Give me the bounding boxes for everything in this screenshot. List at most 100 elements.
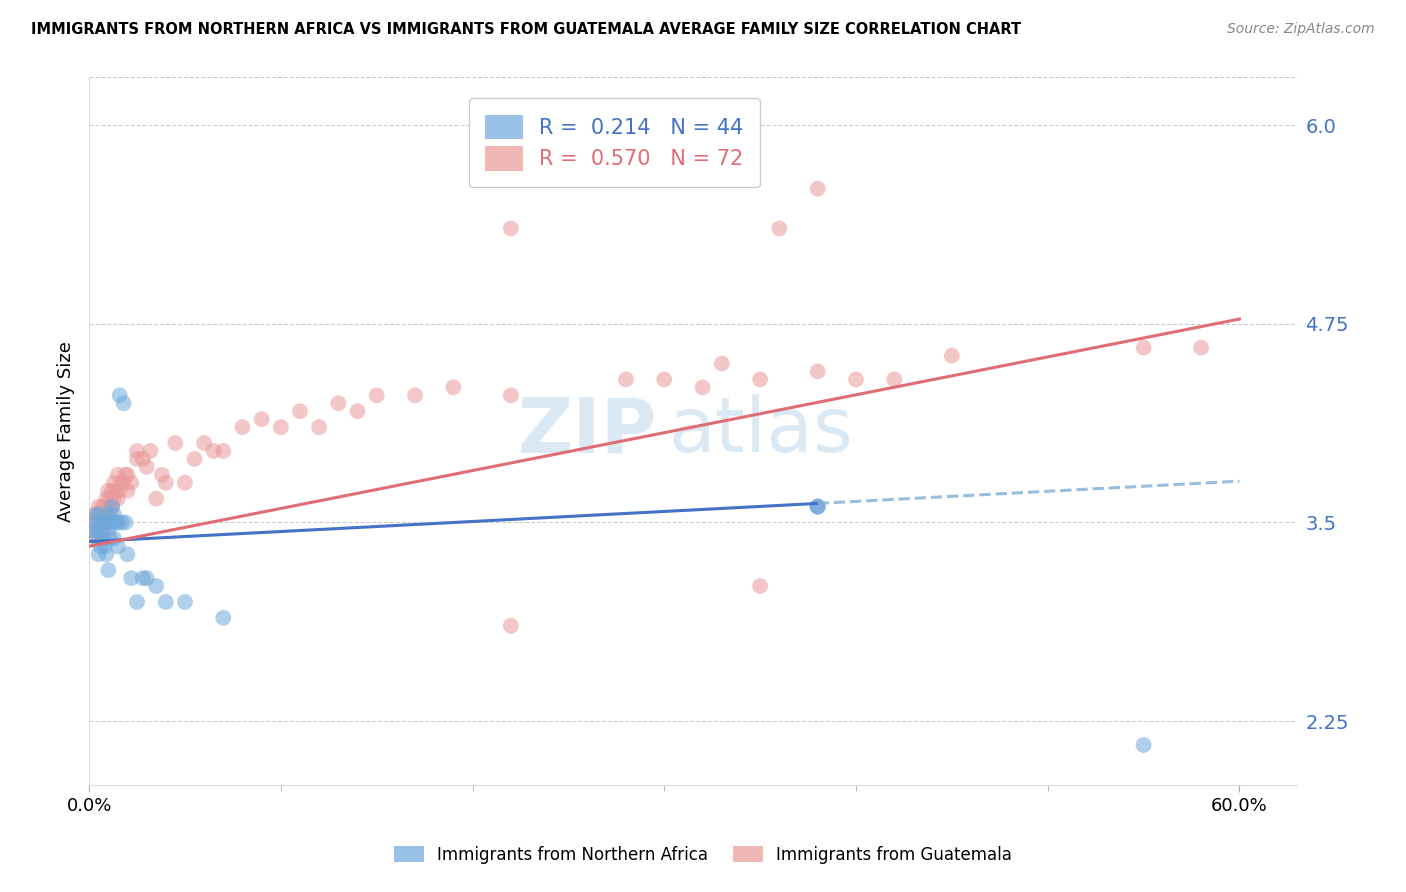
- Point: [101, 483, 124, 498]
- Point: [155, 595, 177, 609]
- Point: [807, 500, 830, 514]
- Point: [174, 475, 197, 490]
- Point: [86, 508, 108, 522]
- Point: [87, 508, 110, 522]
- Point: [614, 372, 637, 386]
- Point: [346, 404, 368, 418]
- Point: [125, 451, 148, 466]
- Point: [692, 380, 714, 394]
- Point: [103, 532, 125, 546]
- Point: [97, 508, 120, 522]
- Point: [86, 516, 108, 530]
- Point: [366, 388, 388, 402]
- Point: [97, 563, 120, 577]
- Point: [845, 372, 868, 386]
- Point: [768, 221, 790, 235]
- Point: [117, 547, 139, 561]
- Point: [120, 571, 142, 585]
- Point: [183, 451, 205, 466]
- Point: [90, 532, 112, 546]
- Point: [1189, 341, 1212, 355]
- Point: [97, 516, 120, 530]
- Point: [499, 619, 522, 633]
- Point: [499, 221, 522, 235]
- Point: [404, 388, 426, 402]
- Point: [145, 491, 167, 506]
- Point: [132, 451, 155, 466]
- Point: [97, 524, 120, 538]
- Point: [212, 611, 235, 625]
- Point: [104, 483, 127, 498]
- Point: [125, 595, 148, 609]
- Point: [97, 500, 120, 514]
- Point: [112, 396, 135, 410]
- Point: [82, 524, 104, 538]
- Point: [941, 349, 963, 363]
- Point: [91, 516, 114, 530]
- Point: [883, 372, 905, 386]
- Legend: Immigrants from Northern Africa, Immigrants from Guatemala: Immigrants from Northern Africa, Immigra…: [387, 839, 1019, 871]
- Point: [93, 500, 115, 514]
- Point: [107, 491, 129, 506]
- Point: [83, 516, 105, 530]
- Point: [86, 532, 108, 546]
- Point: [710, 357, 733, 371]
- Point: [87, 524, 110, 538]
- Point: [103, 508, 125, 522]
- Point: [93, 516, 115, 530]
- Y-axis label: Average Family Size: Average Family Size: [58, 341, 75, 522]
- Point: [103, 475, 125, 490]
- Point: [250, 412, 273, 426]
- Point: [101, 500, 124, 514]
- Point: [441, 380, 464, 394]
- Point: [108, 388, 131, 402]
- Point: [107, 539, 129, 553]
- Point: [82, 524, 104, 538]
- Point: [91, 532, 114, 546]
- Point: [145, 579, 167, 593]
- Point: [87, 524, 110, 538]
- Point: [807, 500, 830, 514]
- Point: [193, 436, 215, 450]
- Point: [108, 483, 131, 498]
- Point: [125, 444, 148, 458]
- Point: [98, 508, 121, 522]
- Point: [90, 516, 112, 530]
- Point: [155, 475, 177, 490]
- Point: [202, 444, 225, 458]
- Text: Source: ZipAtlas.com: Source: ZipAtlas.com: [1227, 22, 1375, 37]
- Point: [87, 500, 110, 514]
- Point: [96, 547, 118, 561]
- Point: [328, 396, 350, 410]
- Point: [499, 388, 522, 402]
- Point: [86, 532, 108, 546]
- Point: [1132, 341, 1154, 355]
- Point: [93, 539, 115, 553]
- Point: [165, 436, 187, 450]
- Point: [114, 467, 136, 482]
- Point: [135, 459, 157, 474]
- Point: [90, 524, 112, 538]
- Point: [104, 516, 127, 530]
- Point: [91, 524, 114, 538]
- Point: [101, 516, 124, 530]
- Point: [1132, 738, 1154, 752]
- Point: [174, 595, 197, 609]
- Point: [288, 404, 311, 418]
- Point: [96, 491, 118, 506]
- Point: [231, 420, 253, 434]
- Point: [98, 491, 121, 506]
- Point: [111, 516, 134, 530]
- Point: [270, 420, 292, 434]
- Point: [749, 579, 772, 593]
- Point: [93, 516, 115, 530]
- Point: [83, 516, 105, 530]
- Point: [135, 571, 157, 585]
- Point: [97, 483, 120, 498]
- Point: [807, 500, 830, 514]
- Point: [107, 467, 129, 482]
- Point: [107, 516, 129, 530]
- Point: [87, 547, 110, 561]
- Text: ZIP: ZIP: [517, 394, 657, 468]
- Point: [139, 444, 162, 458]
